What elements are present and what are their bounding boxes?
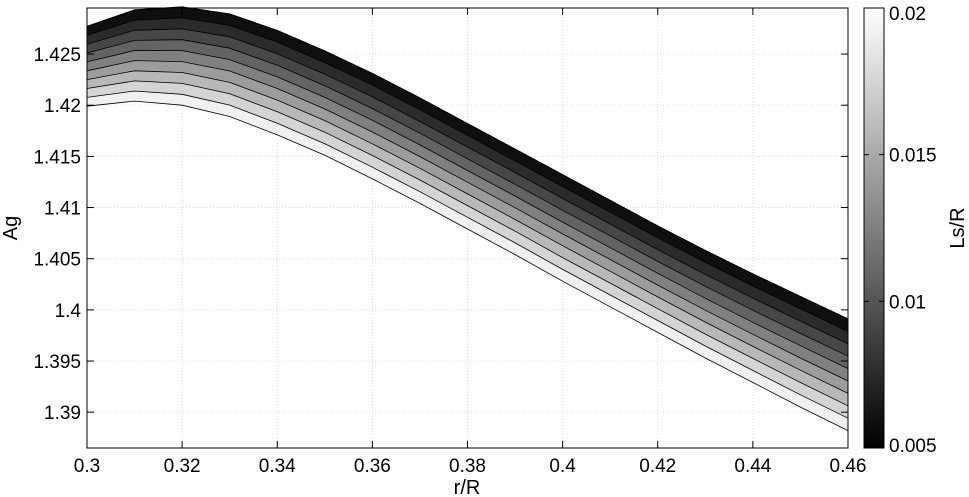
colorbar-frame (863, 7, 885, 449)
x-tick-label: 0.3 (74, 456, 100, 477)
y-tick-label: 1.425 (33, 45, 81, 66)
contour-bands (87, 7, 848, 431)
contour-line (86, 80, 849, 407)
x-tick-label: 0.42 (639, 456, 676, 477)
y-tick-label: 1.405 (33, 250, 81, 271)
contour-line (86, 28, 849, 345)
x-tick-label: 0.34 (259, 456, 296, 477)
x-tick-marks (86, 8, 849, 448)
y-tick-label: 1.39 (44, 403, 81, 424)
colorbar-tick-label: 0.01 (889, 292, 926, 313)
contour-line (86, 39, 849, 357)
x-tick-label: 0.4 (549, 456, 576, 477)
x-tick-label: 0.44 (734, 456, 771, 477)
colorbar: 0.005 0.01 0.015 0.02 Ls/R (863, 4, 969, 457)
y-tick-marks (87, 53, 848, 413)
contour-line (86, 50, 849, 369)
y-axis-label: Ag (0, 216, 22, 240)
contour-lines (86, 6, 849, 431)
x-tick-label: 0.46 (830, 456, 867, 477)
x-tick-label: 0.32 (164, 456, 201, 477)
colorbar-label: Ls/R (947, 207, 969, 248)
y-tick-label: 1.41 (44, 199, 81, 220)
colorbar-tick-label: 0.02 (889, 4, 926, 25)
y-tick-label: 1.4 (55, 301, 82, 322)
y-tick-label: 1.395 (33, 352, 81, 373)
x-tick-labels: 0.3 0.32 0.34 0.36 0.38 0.4 0.42 0.44 0.46 (74, 456, 867, 477)
colorbar-gradient (864, 8, 884, 448)
contour-line (86, 90, 849, 419)
x-tick-label: 0.38 (449, 456, 486, 477)
colorbar-tick-label: 0.015 (889, 146, 937, 167)
x-axis-label: r/R (454, 477, 481, 497)
contour-line (86, 17, 849, 332)
contour-line (86, 100, 849, 431)
x-tick-label: 0.36 (354, 456, 391, 477)
colorbar-tick-label: 0.005 (889, 436, 937, 457)
contour-line (86, 60, 849, 382)
y-tick-label: 1.415 (33, 147, 81, 168)
contour-line (86, 6, 849, 320)
y-tick-label: 1.42 (44, 96, 81, 117)
contour-line (86, 70, 849, 394)
y-tick-labels: 1.39 1.395 1.4 1.405 1.41 1.415 1.42 1.425 (33, 45, 81, 424)
